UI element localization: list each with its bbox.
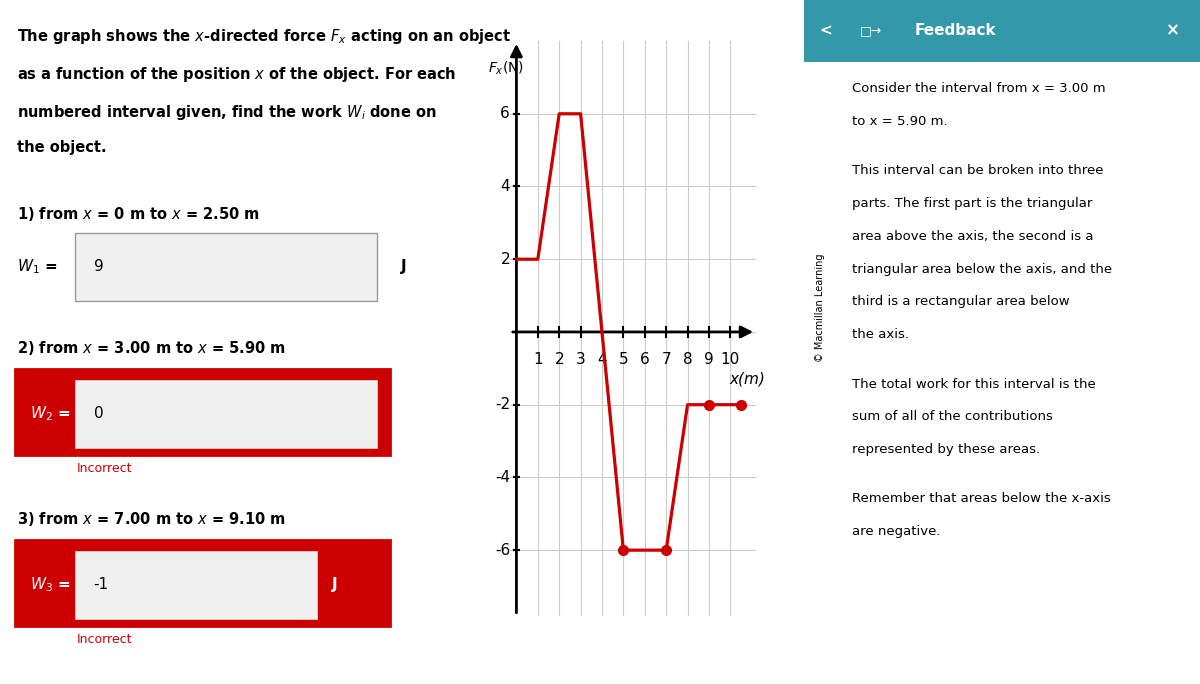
- Text: represented by these areas.: represented by these areas.: [852, 443, 1039, 456]
- Text: <: <: [820, 23, 833, 38]
- Text: 8: 8: [683, 352, 692, 367]
- Text: to x = 5.90 m.: to x = 5.90 m.: [852, 115, 947, 128]
- Text: ×: ×: [1166, 22, 1181, 40]
- Text: 9: 9: [704, 352, 714, 367]
- Text: This interval can be broken into three: This interval can be broken into three: [852, 164, 1103, 177]
- Text: 7: 7: [661, 352, 671, 367]
- Text: -2: -2: [494, 397, 510, 412]
- Text: are negative.: are negative.: [852, 525, 940, 538]
- Text: 5: 5: [618, 352, 628, 367]
- Text: $F_x$(N): $F_x$(N): [487, 60, 523, 77]
- Text: as a function of the position $x$ of the object. For each: as a function of the position $x$ of the…: [17, 65, 456, 84]
- FancyBboxPatch shape: [14, 369, 390, 455]
- Text: 1: 1: [533, 352, 542, 367]
- FancyBboxPatch shape: [74, 380, 377, 448]
- Text: J: J: [401, 406, 406, 421]
- Text: 2) from $x$ = 3.00 m to $x$ = 5.90 m: 2) from $x$ = 3.00 m to $x$ = 5.90 m: [17, 339, 286, 356]
- Text: Consider the interval from x = 3.00 m: Consider the interval from x = 3.00 m: [852, 82, 1105, 95]
- Text: 3: 3: [576, 352, 586, 367]
- Text: $W_1$ =: $W_1$ =: [17, 257, 58, 276]
- Text: 0: 0: [94, 406, 103, 421]
- Text: 1) from $x$ = 0 m to $x$ = 2.50 m: 1) from $x$ = 0 m to $x$ = 2.50 m: [17, 205, 260, 223]
- Text: $W_2$ =: $W_2$ =: [30, 404, 71, 423]
- Text: Incorrect: Incorrect: [77, 633, 132, 646]
- FancyBboxPatch shape: [14, 540, 390, 626]
- Text: 10: 10: [721, 352, 740, 367]
- Text: 4: 4: [500, 179, 510, 194]
- Text: -4: -4: [494, 470, 510, 485]
- Text: The graph shows the $x$-directed force $F_x$ acting on an object: The graph shows the $x$-directed force $…: [17, 27, 511, 47]
- Text: J: J: [401, 259, 406, 274]
- Text: the axis.: the axis.: [852, 328, 908, 341]
- Text: third is a rectangular area below: third is a rectangular area below: [852, 295, 1069, 308]
- Text: The total work for this interval is the: The total work for this interval is the: [852, 378, 1096, 391]
- Bar: [804, 0, 1200, 62]
- Text: Incorrect: Incorrect: [77, 462, 132, 475]
- Text: parts. The first part is the triangular: parts. The first part is the triangular: [852, 197, 1092, 210]
- Text: -6: -6: [494, 542, 510, 557]
- FancyBboxPatch shape: [74, 233, 377, 301]
- Text: triangular area below the axis, and the: triangular area below the axis, and the: [852, 263, 1111, 276]
- Text: 9: 9: [94, 259, 103, 274]
- Text: 2: 2: [500, 252, 510, 267]
- Text: sum of all of the contributions: sum of all of the contributions: [852, 410, 1052, 423]
- Text: area above the axis, the second is a: area above the axis, the second is a: [852, 230, 1093, 243]
- Text: J: J: [332, 577, 338, 592]
- Text: -1: -1: [94, 577, 109, 592]
- Text: Feedback: Feedback: [914, 23, 996, 38]
- Text: x(m): x(m): [730, 372, 766, 387]
- Text: Remember that areas below the x-axis: Remember that areas below the x-axis: [852, 492, 1110, 505]
- Text: numbered interval given, find the work $W_i$ done on: numbered interval given, find the work $…: [17, 103, 437, 122]
- Text: 4: 4: [598, 352, 607, 367]
- Text: □→: □→: [859, 24, 882, 38]
- Text: the object.: the object.: [17, 140, 107, 155]
- Text: $W_3$ =: $W_3$ =: [30, 575, 71, 594]
- Text: 2: 2: [554, 352, 564, 367]
- Text: 6: 6: [500, 106, 510, 121]
- Text: 3) from $x$ = 7.00 m to $x$ = 9.10 m: 3) from $x$ = 7.00 m to $x$ = 9.10 m: [17, 510, 286, 527]
- FancyBboxPatch shape: [74, 551, 317, 619]
- Text: 6: 6: [640, 352, 649, 367]
- Text: © Macmillan Learning: © Macmillan Learning: [815, 254, 824, 362]
